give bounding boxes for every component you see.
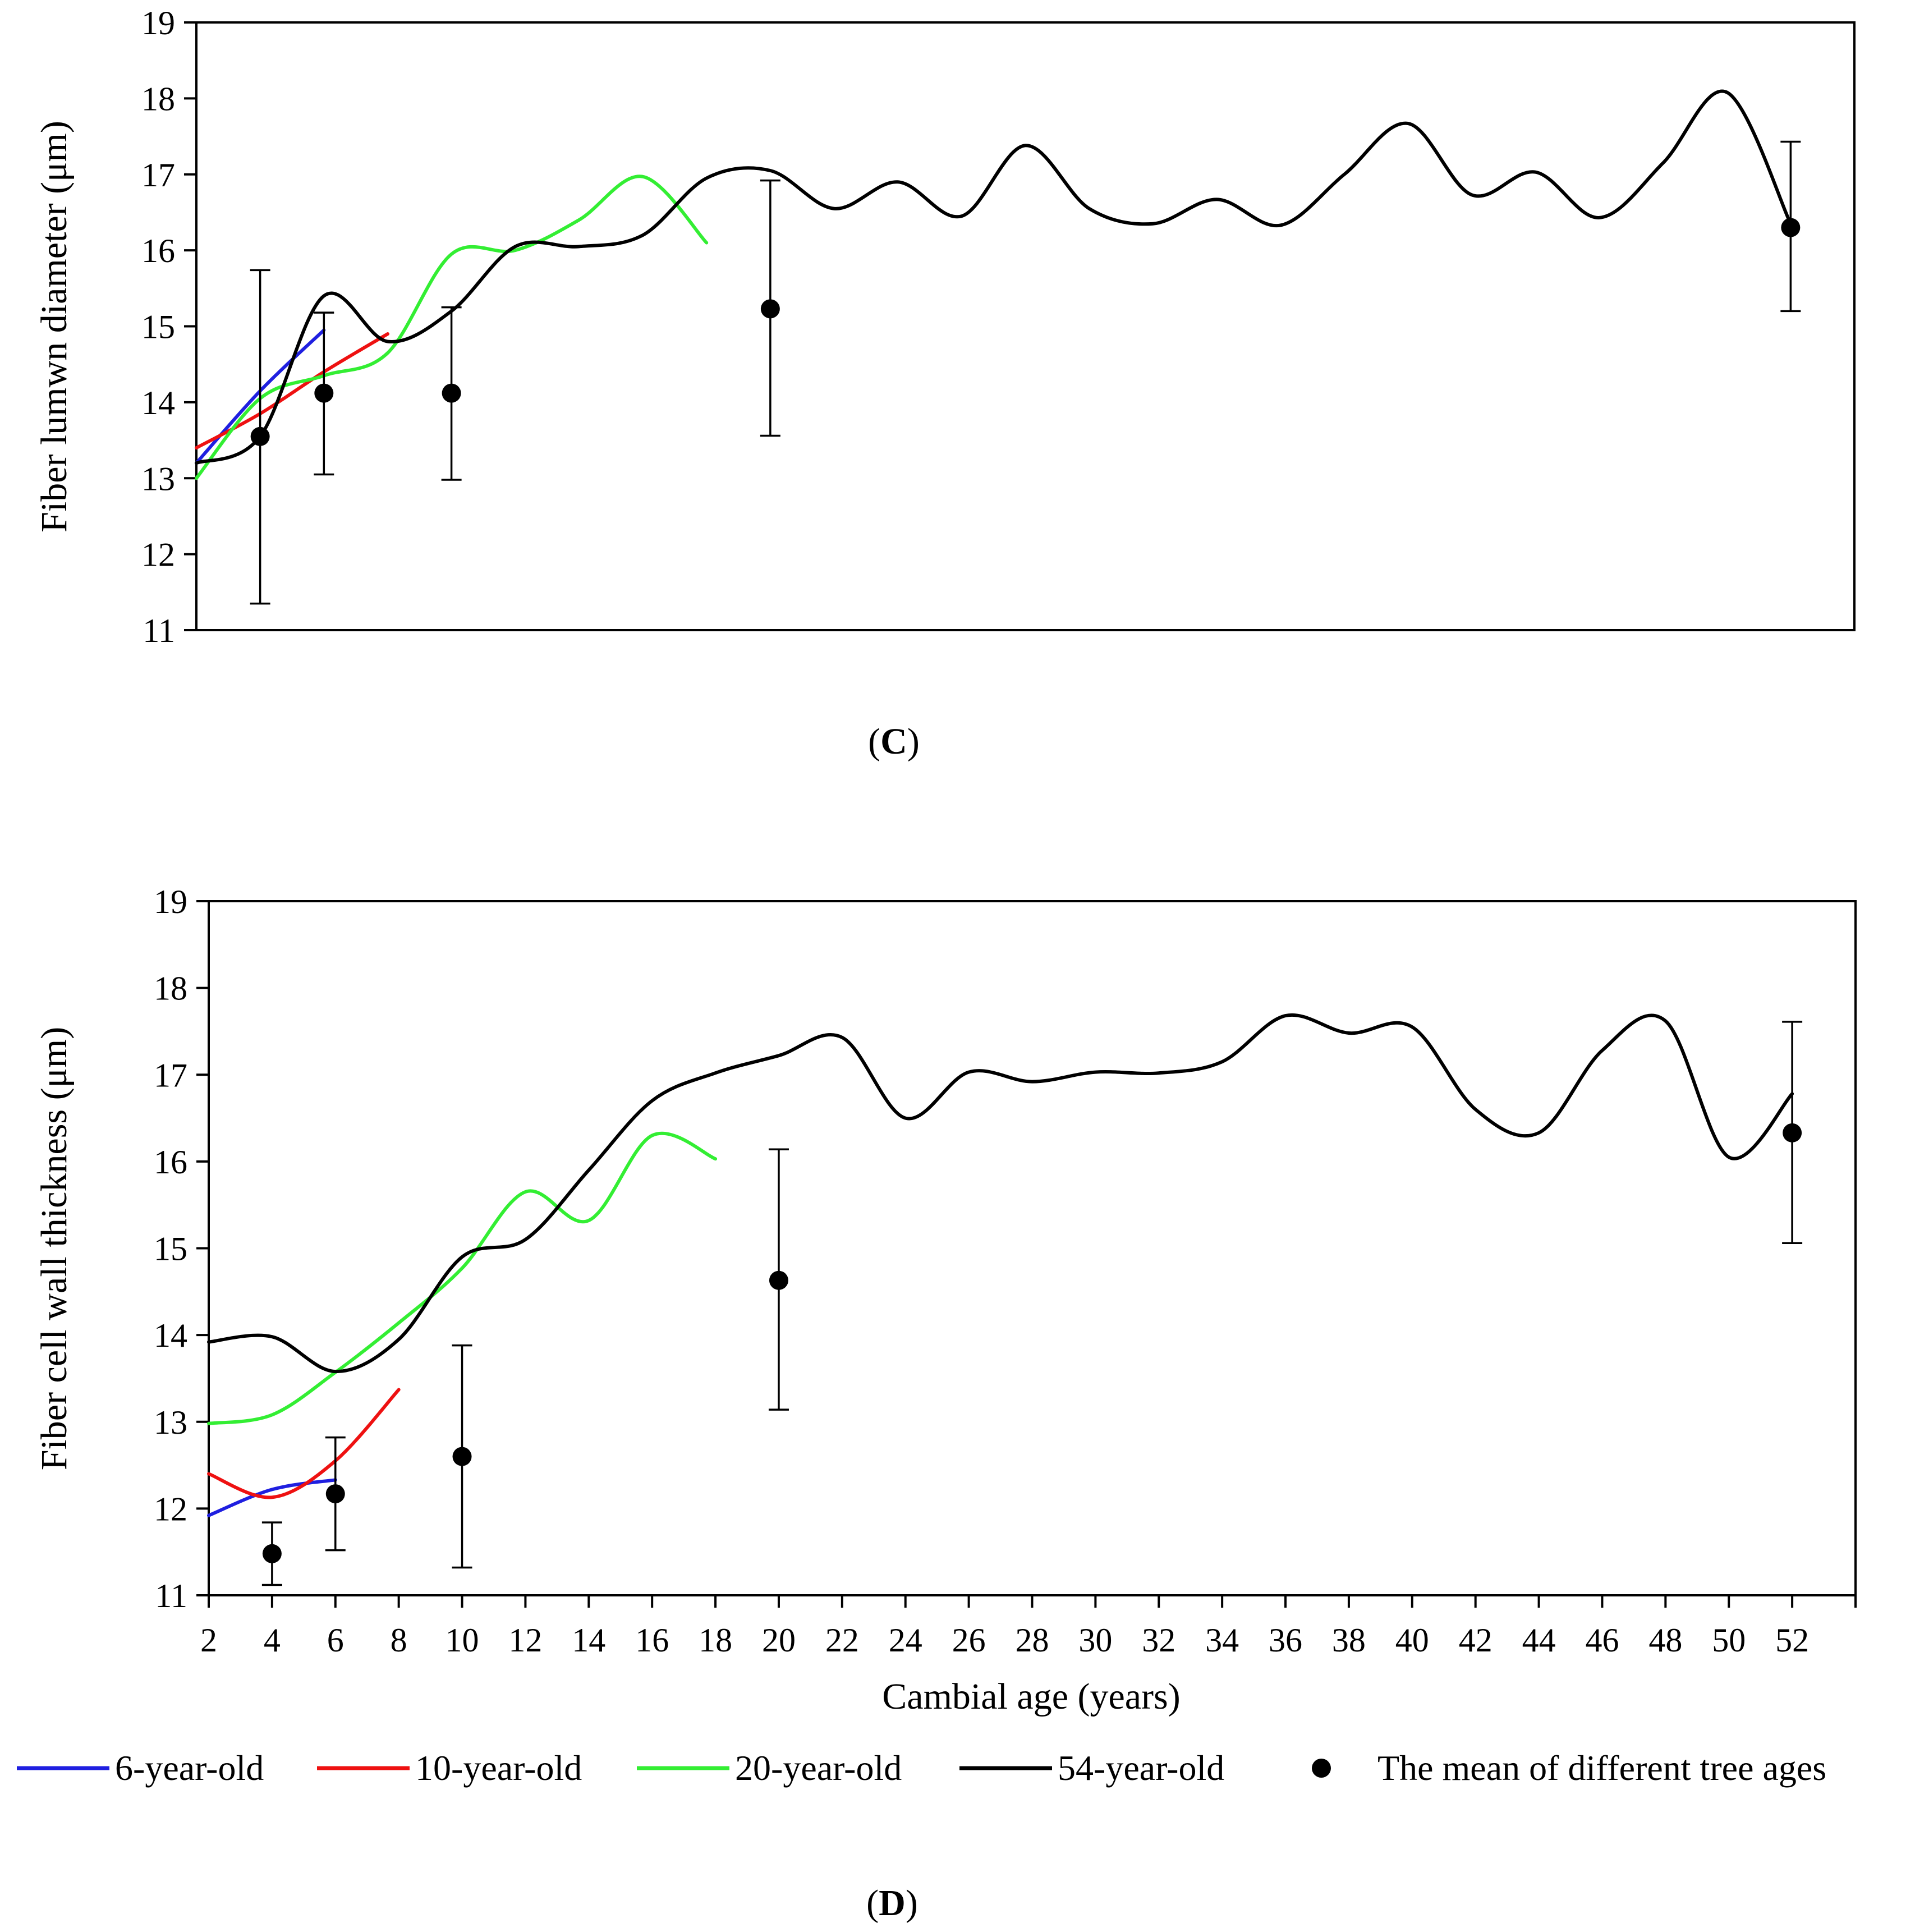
mean-point-d-6 [325,1484,345,1504]
y-tick-label-d-19: 19 [154,883,187,920]
mean-point-d-20 [769,1270,788,1290]
y-tick-label-c-16: 16 [141,232,175,269]
x-tick-label-d-8: 8 [391,1622,407,1659]
x-tick-label-d-34: 34 [1205,1622,1239,1659]
mean-point-c-20 [760,299,780,319]
y-tick-label-d-18: 18 [154,970,187,1007]
y-tick-label-d-14: 14 [154,1317,187,1354]
legend-label-mean: The mean of different tree ages [1377,1748,1826,1788]
series-line-d-6-year-old [207,1478,337,1517]
y-tick-label-c-18: 18 [141,80,175,117]
x-tick-label-d-14: 14 [572,1622,605,1659]
series-line-d-20-year-old [207,1131,718,1425]
y-tick-label-c-11: 11 [143,612,175,649]
legend-label-20-year-old: 20-year-old [735,1748,902,1788]
y-tick-label-d-15: 15 [154,1231,187,1268]
y-axis-d: 11 12 13 14 15 16 17 18 19 [154,883,209,1614]
x-tick-label-d-36: 36 [1269,1622,1302,1659]
x-tick-label-d-26: 26 [952,1622,986,1659]
x-tick-label-d-22: 22 [825,1622,859,1659]
x-tick-label-d-6: 6 [327,1622,344,1659]
mean-point-c-10 [442,383,461,403]
x-tick-label-d-20: 20 [762,1622,796,1659]
y-tick-label-c-13: 13 [141,460,175,497]
y-axis-label-d: Fiber cell wall thickness (μm) [34,1027,75,1471]
panel-label-d: (D) [866,1883,918,1924]
mean-point-c-6 [314,383,334,403]
x-tick-label-d-4: 4 [264,1622,281,1659]
mean-points-c [250,140,1801,605]
chart-c: 11 12 13 14 15 16 17 18 19 Fiber lumwn diameter … [34,4,1856,762]
y-tick-label-c-12: 12 [141,536,175,573]
x-tick-label-d-50: 50 [1712,1622,1746,1659]
x-tick-label-d-18: 18 [699,1622,732,1659]
y-tick-label-c-19: 19 [141,4,175,42]
mean-point-d-4 [262,1544,282,1563]
mean-point-d-10 [452,1447,472,1466]
x-tick-label-d-44: 44 [1522,1622,1556,1659]
x-tick-label-d-32: 32 [1142,1622,1175,1659]
y-axis-label-c: Fiber lumwn diameter (μm) [34,121,75,533]
y-tick-label-c-17: 17 [141,157,175,194]
x-axis-label-d: Cambial age (years) [882,1676,1180,1717]
y-tick-label-d-11: 11 [155,1577,187,1614]
x-tick-label-d-30: 30 [1078,1622,1112,1659]
y-tick-label-d-12: 12 [154,1490,187,1527]
x-tick-label-d-46: 46 [1585,1622,1619,1659]
x-tick-label-d-2: 2 [200,1622,217,1659]
mean-point-c-52 [1781,218,1801,237]
legend-label-6-year-old: 6-year-old [115,1748,264,1788]
x-tick-label-d-12: 12 [508,1622,542,1659]
series-line-d-54-year-old [207,1013,1794,1374]
mean-point-d-52 [1783,1123,1802,1142]
x-tick-label-d-42: 42 [1459,1622,1492,1659]
x-tick-label-d-40: 40 [1395,1622,1429,1659]
x-tick-label-d-48: 48 [1648,1622,1682,1659]
mean-points-d [261,1021,1803,1586]
x-tick-label-d-16: 16 [635,1622,669,1659]
x-tick-label-d-38: 38 [1332,1622,1366,1659]
y-tick-label-c-14: 14 [141,384,175,421]
series-line-c-20-year-old [195,175,709,480]
series-line-d-10-year-old [207,1388,401,1499]
y-axis-c: 11 12 13 14 15 16 17 18 19 [141,4,196,649]
legend-label-10-year-old: 10-year-old [415,1748,582,1788]
y-tick-label-c-15: 15 [141,309,175,346]
panel-label-c: (C) [868,721,920,762]
x-tick-label-d-10: 10 [446,1622,479,1659]
x-axis-d: 2 4 6 8 10 12 14 16 18 20 22 24 26 28 30 32 34 36 38 40 42 44… [200,1595,1857,1659]
x-tick-label-d-24: 24 [889,1622,922,1659]
x-tick-label-d-52: 52 [1775,1622,1809,1659]
y-tick-label-d-16: 16 [154,1144,187,1181]
y-tick-label-d-17: 17 [154,1057,187,1094]
mean-point-c-4 [250,426,270,446]
legend-label-54-year-old: 54-year-old [1058,1748,1224,1788]
series-line-c-10-year-old [195,332,389,450]
legend-marker-mean [1312,1759,1331,1778]
legend: 6-year-old 10-year-old 20-year-old 54-ye… [17,1748,1826,1788]
y-tick-label-d-13: 13 [154,1404,187,1441]
series-lines-d [207,1013,1794,1517]
x-tick-label-d-28: 28 [1016,1622,1049,1659]
